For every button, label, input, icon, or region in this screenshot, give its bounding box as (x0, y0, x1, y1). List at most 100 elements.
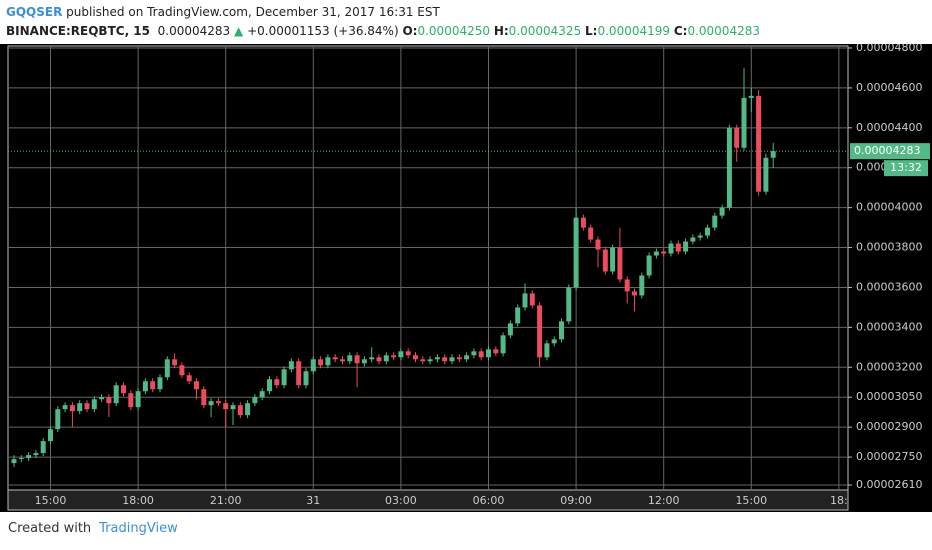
candle-body (135, 391, 141, 408)
candle-body (726, 127, 732, 208)
candle-body (398, 351, 404, 358)
candle-body (208, 401, 214, 406)
candle-body (281, 369, 287, 386)
candle-body (48, 429, 53, 442)
author[interactable]: GQQSER (6, 5, 63, 19)
candle-body (354, 355, 360, 364)
candle-body (288, 361, 294, 370)
candle-body (259, 391, 265, 398)
candle-body (442, 357, 448, 362)
candle-body (310, 359, 316, 372)
candle-body (77, 403, 83, 412)
candle-body (632, 291, 637, 296)
x-tick-label: 21:00 (210, 494, 242, 507)
time-axis (7, 489, 849, 511)
candle-body (274, 379, 280, 386)
candle-body (420, 359, 426, 362)
candle-body (471, 351, 477, 356)
candle-body (18, 458, 24, 460)
candle-body (478, 351, 484, 358)
o-label: O: (402, 24, 418, 38)
candle-body (551, 339, 557, 344)
candle-body (332, 357, 338, 360)
created: Created with (8, 521, 92, 536)
l: 0.00004199 (597, 24, 671, 38)
candle-body (340, 359, 345, 362)
candle-body (62, 405, 68, 410)
candle-body (391, 355, 397, 358)
price-tag-label: 0.00004283 (854, 144, 920, 157)
candle-body (683, 241, 689, 252)
x-tick-label: 09:00 (560, 494, 592, 507)
candle-body (515, 307, 521, 324)
y-tick-label: 0.00003600 (856, 280, 922, 293)
candle-body (741, 97, 747, 148)
countdown: 13:32 (890, 161, 922, 174)
o: 0.00004250 (417, 24, 490, 38)
candle-body (434, 357, 440, 360)
c: 0.00004283 (687, 24, 760, 38)
candle-body (84, 403, 90, 410)
candle-body (493, 349, 499, 354)
candle-body (267, 379, 272, 392)
candle-body (610, 247, 616, 272)
y-tick-label: 0.00004400 (856, 121, 922, 134)
y-tick-label: 0.00002900 (856, 420, 922, 433)
candle-body (500, 335, 506, 354)
candle-body (413, 355, 418, 360)
candle-body (522, 293, 528, 308)
y-tick-label: 0.00003050 (856, 390, 922, 403)
candle-body (369, 357, 375, 360)
x-tick-label: 06:00 (473, 494, 505, 507)
candle-body (588, 227, 594, 240)
chart: 0.000048000.000046000.000044000.00004200… (0, 44, 932, 512)
brand[interactable]: TradingView (99, 521, 178, 536)
candle-body (537, 305, 543, 358)
h: 0.00004325 (508, 24, 582, 38)
candle-body (230, 405, 236, 410)
candle-body (668, 243, 674, 254)
candle-body (624, 279, 630, 292)
candle-body (69, 405, 75, 412)
x-tick-label: 18: (830, 494, 848, 507)
candle-body (559, 321, 564, 340)
y-tick-label: 0.00004800 (856, 44, 922, 54)
candle-body (26, 455, 32, 459)
candle-body (33, 453, 39, 456)
candle-body (646, 255, 652, 276)
candle-body (486, 349, 491, 358)
candle-body (675, 243, 681, 252)
candle-body (201, 389, 207, 406)
candle-body (566, 287, 572, 322)
candle-body (215, 401, 221, 404)
y-tick-label: 0.00002610 (856, 478, 922, 491)
c-label: C: (673, 24, 688, 38)
candle-body (705, 227, 710, 236)
publish-line: GQQSER published on TradingView.com, Dec… (6, 3, 760, 22)
candle-body (347, 355, 353, 362)
candle-body (128, 393, 134, 408)
candle-body (172, 359, 178, 366)
candle-body (529, 293, 535, 306)
candle-body (303, 371, 309, 386)
candle-body (690, 237, 696, 242)
x-tick-label: 31 (306, 494, 320, 507)
candle-body (661, 251, 667, 254)
y-tick-label: 0.00004000 (856, 201, 922, 214)
candle-body (748, 95, 754, 98)
candle-body (325, 357, 331, 366)
quote-line: BINANCE:REQBTC, 15 0.00004283 ▲ +0.00001… (6, 22, 760, 41)
x-tick-label: 15:00 (35, 494, 67, 507)
candle-body (142, 381, 148, 392)
candle-body (712, 215, 718, 228)
x-tick-label: 18:00 (122, 494, 154, 507)
y-tick-label: 0.00004600 (856, 81, 922, 94)
x-tick-label: 12:00 (648, 494, 680, 507)
countdown-box (884, 160, 928, 177)
candle-body (507, 323, 513, 336)
y-tick-label: 0.00003400 (856, 320, 922, 333)
candle-body (223, 403, 229, 410)
candle-body (55, 409, 61, 430)
candle-body (376, 357, 382, 362)
